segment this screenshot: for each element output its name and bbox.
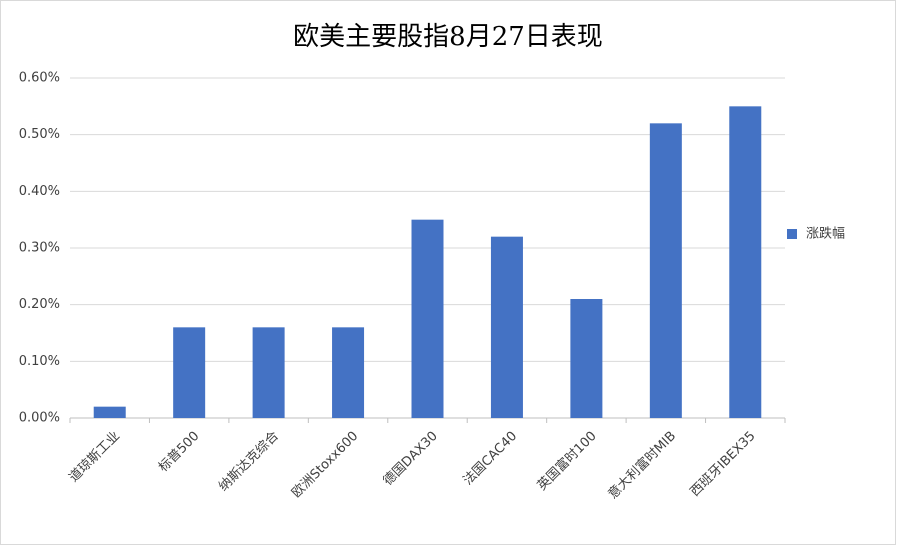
y-tick-label: 0.40% xyxy=(19,184,60,199)
bar xyxy=(93,406,126,418)
y-tick-label: 0.10% xyxy=(19,354,60,369)
bar xyxy=(332,327,365,418)
bar xyxy=(570,299,603,418)
y-tick-label: 0.60% xyxy=(19,71,60,86)
y-tick-label: 0.20% xyxy=(19,297,60,312)
bar xyxy=(411,219,444,418)
legend-swatch xyxy=(787,229,797,239)
bar xyxy=(729,106,762,418)
y-tick-label: 0.00% xyxy=(19,411,60,426)
bar xyxy=(173,327,206,418)
bar xyxy=(252,327,285,418)
y-tick-label: 0.50% xyxy=(19,127,60,142)
bar xyxy=(490,236,523,418)
y-tick-label: 0.30% xyxy=(19,241,60,256)
legend-label: 涨跌幅 xyxy=(806,226,845,242)
chart-title: 欧美主要股指8月27日表现 xyxy=(293,22,603,52)
bar xyxy=(649,123,682,418)
